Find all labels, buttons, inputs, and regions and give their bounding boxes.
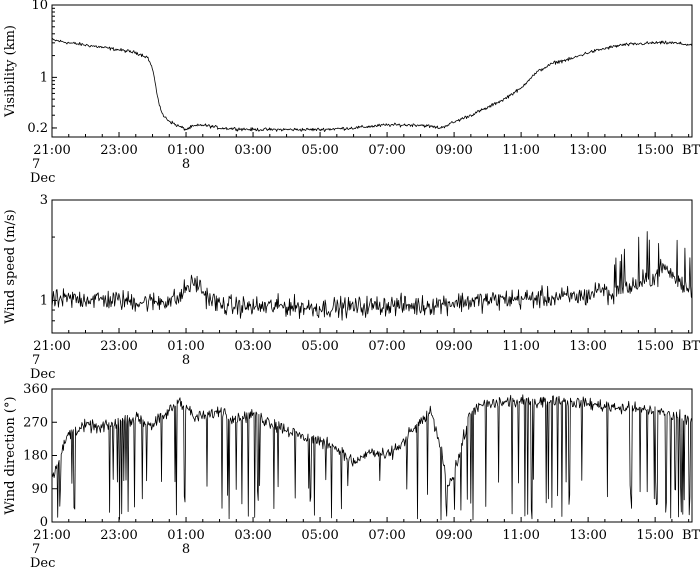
x-tick-label: 21:00 — [33, 143, 70, 158]
y-tick-label: 1 — [40, 70, 48, 85]
x-tick-sublabel: 7 — [32, 542, 40, 557]
x-tick-label: 11:00 — [502, 339, 539, 354]
x-tick-label: 15:00 — [636, 528, 673, 543]
x-tick-label: 23:00 — [100, 528, 137, 543]
y-axis-label: Visibility (km) — [3, 25, 18, 118]
x-tick-sublabel: 7 — [32, 157, 40, 172]
series-line-1 — [51, 38, 693, 132]
x-tick-sublabel: Dec — [30, 171, 55, 186]
x-tick-label: 03:00 — [234, 143, 271, 158]
x-tick-label: 21:00 — [33, 339, 70, 354]
x-unit-label: BT — [682, 339, 700, 354]
x-tick-label: 07:00 — [368, 528, 405, 543]
x-tick-label: 09:00 — [435, 528, 472, 543]
x-tick-label: 13:00 — [569, 528, 606, 543]
x-tick-label: 15:00 — [636, 143, 673, 158]
x-tick-sublabel: Dec — [30, 367, 55, 382]
x-tick-label: 13:00 — [569, 339, 606, 354]
x-tick-label: 13:00 — [569, 143, 606, 158]
y-tick-label: 360 — [23, 382, 48, 397]
x-tick-label: 11:00 — [502, 143, 539, 158]
y-axis-label: Wind speed (m/s) — [3, 209, 18, 323]
x-tick-label: 01:00 — [167, 339, 204, 354]
series-line-2 — [51, 231, 693, 321]
y-tick-label: 90 — [31, 482, 48, 497]
x-tick-sublabel: 7 — [32, 353, 40, 368]
y-tick-label: 270 — [23, 415, 48, 430]
y-axis-label: Wind direction (°) — [3, 396, 18, 514]
plot-frame — [51, 199, 693, 334]
x-unit-label: BT — [682, 528, 700, 543]
x-tick-label: 07:00 — [368, 339, 405, 354]
x-tick-label: 01:00 — [167, 528, 204, 543]
x-tick-label: 05:00 — [301, 339, 338, 354]
y-tick-label: 0.2 — [27, 121, 48, 136]
series-line-3 — [51, 394, 693, 521]
x-tick-label: 01:00 — [167, 143, 204, 158]
x-tick-label: 09:00 — [435, 143, 472, 158]
x-tick-label: 15:00 — [636, 339, 673, 354]
x-tick-label: 05:00 — [301, 143, 338, 158]
x-unit-label: BT — [682, 143, 700, 158]
y-tick-label: 10 — [31, 0, 48, 13]
y-tick-label: 3 — [40, 193, 48, 208]
x-tick-label: 03:00 — [234, 339, 271, 354]
x-tick-label: 03:00 — [234, 528, 271, 543]
y-tick-label: 180 — [23, 449, 48, 464]
plot-frame — [51, 4, 693, 138]
x-tick-label: 09:00 — [435, 339, 472, 354]
plot-frame — [51, 388, 693, 523]
x-tick-sublabel: 8 — [182, 353, 190, 368]
x-tick-label: 05:00 — [301, 528, 338, 543]
x-tick-label: 11:00 — [502, 528, 539, 543]
x-tick-label: 23:00 — [100, 143, 137, 158]
x-tick-label: 07:00 — [368, 143, 405, 158]
x-tick-label: 21:00 — [33, 528, 70, 543]
y-tick-label: 0 — [40, 515, 48, 530]
x-tick-sublabel: 8 — [182, 157, 190, 172]
x-tick-label: 23:00 — [100, 339, 137, 354]
x-tick-sublabel: Dec — [30, 556, 55, 568]
y-tick-label: 1 — [40, 293, 48, 308]
x-tick-sublabel: 8 — [182, 542, 190, 557]
